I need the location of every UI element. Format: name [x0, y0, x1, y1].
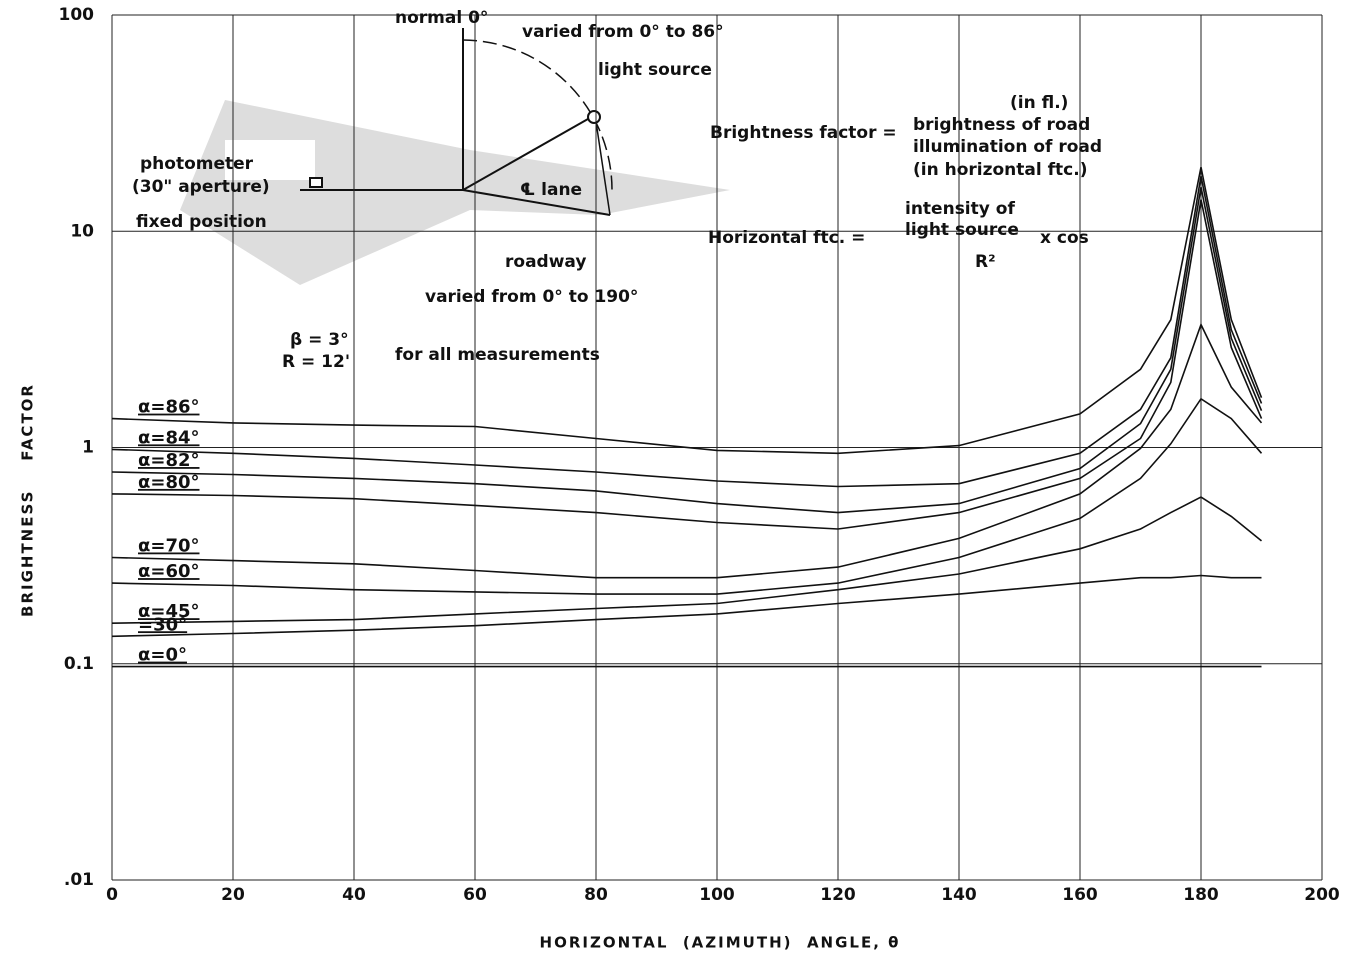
- annotation: roadway: [505, 252, 586, 272]
- azimuth-line: [462, 189, 611, 216]
- x-tick-label: 80: [584, 885, 608, 905]
- annotation: brightness of road: [913, 115, 1090, 135]
- x-tick-label: 20: [221, 885, 245, 905]
- series-line: [111, 175, 1263, 488]
- annotation: varied from 0° to 86°: [522, 22, 724, 42]
- legend-label: α=82°: [138, 450, 200, 471]
- inset-diagram: [180, 28, 730, 285]
- series-line: [111, 166, 1263, 455]
- x-tick-label: 200: [1304, 885, 1340, 905]
- annotation: Horizontal ftc. =: [708, 228, 865, 248]
- light-source-icon: [587, 110, 601, 124]
- series-line: [111, 496, 1263, 624]
- y-tick-label: 10: [70, 221, 94, 241]
- photometer-icon: [309, 177, 323, 188]
- x-tick-label: 140: [941, 885, 977, 905]
- y-axis-label: BRIGHTNESS FACTOR: [19, 383, 37, 617]
- legend-label: α=86°: [138, 397, 200, 418]
- annotation: ℄ lane: [520, 180, 582, 200]
- annotation: for all measurements: [395, 345, 600, 365]
- annotation: intensity of: [905, 199, 1015, 219]
- annotation: light source: [598, 60, 712, 80]
- x-tick-label: 160: [1062, 885, 1098, 905]
- y-tick-label: .01: [64, 870, 94, 890]
- annotation: R = 12': [282, 352, 350, 372]
- series-line: [111, 186, 1263, 514]
- drop-line: [594, 114, 611, 216]
- y-tick-label: 100: [59, 5, 95, 25]
- arc: [462, 39, 613, 191]
- legend-label: α=80°: [138, 472, 200, 493]
- roadway-area: [180, 100, 730, 285]
- x-tick-label: 180: [1183, 885, 1219, 905]
- x-axis-label: HORIZONTAL (AZIMUTH) ANGLE, θ: [540, 934, 901, 952]
- r-line: [462, 114, 596, 191]
- x-tick-label: 60: [463, 885, 487, 905]
- annotation: β = 3°: [290, 330, 349, 350]
- legend-label: α=45°: [138, 601, 200, 622]
- legend-label: α=0°: [138, 645, 187, 666]
- x-tick-label: 100: [699, 885, 735, 905]
- legend-label: =30°: [138, 614, 187, 635]
- annotation: x cos: [1040, 228, 1089, 248]
- series-line: [111, 397, 1263, 595]
- y-tick-label: 1: [82, 438, 94, 458]
- series-line: [111, 322, 1263, 579]
- x-tick-label: 40: [342, 885, 366, 905]
- annotation: R²: [975, 252, 996, 272]
- y-tick-label: 0.1: [64, 654, 94, 674]
- legend-label: α=70°: [138, 535, 200, 556]
- annotation: normal 0°: [395, 8, 488, 28]
- annotation: (30" aperture): [132, 177, 270, 197]
- annotation: illumination of road: [913, 137, 1102, 157]
- series-line: [111, 199, 1263, 530]
- annotation: (in horizontal ftc.): [913, 160, 1087, 180]
- annotation: light source: [905, 220, 1019, 240]
- annotation: (in fl.): [1010, 93, 1068, 113]
- x-tick-label: 120: [820, 885, 856, 905]
- annotation: photometer: [140, 154, 254, 174]
- annotation: varied from 0° to 190°: [425, 287, 638, 307]
- x-tick-label: 0: [106, 885, 118, 905]
- legend-label: α=60°: [138, 561, 200, 582]
- label-gap: [225, 140, 315, 180]
- annotation: fixed position: [136, 212, 267, 232]
- series-line: [111, 574, 1262, 638]
- legend-label: α=84°: [138, 427, 200, 448]
- annotation: Brightness factor =: [710, 123, 897, 143]
